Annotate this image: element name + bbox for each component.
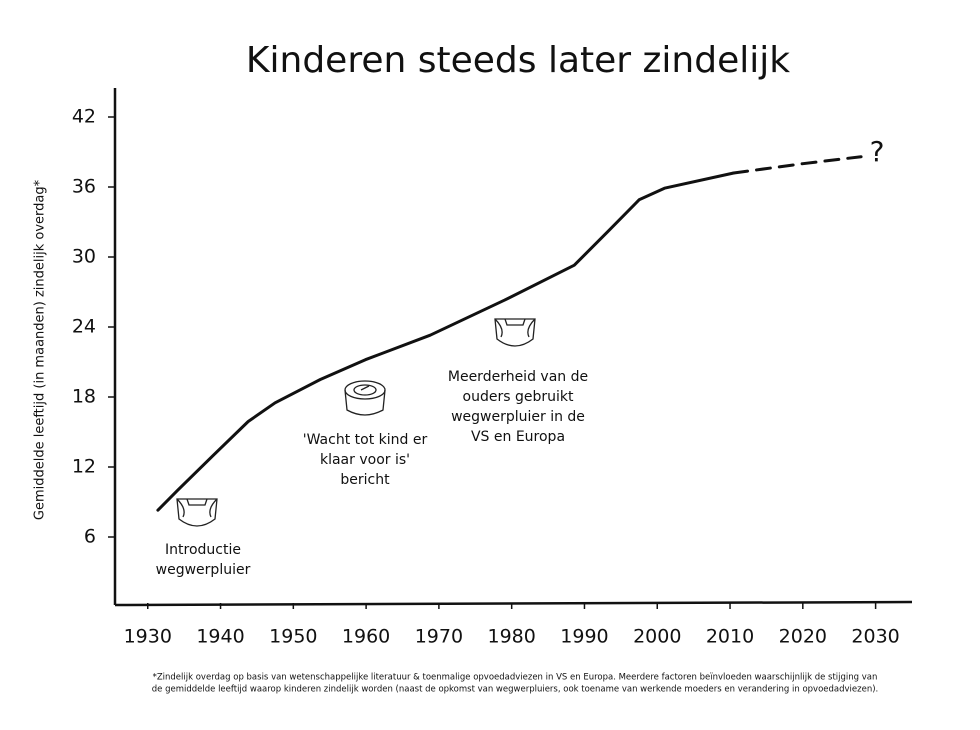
annotation: ouders gebruikt xyxy=(463,389,574,405)
y-tick-label: 30 xyxy=(72,246,96,268)
x-tick-label: 2000 xyxy=(633,626,681,648)
chart-title: Kinderen steeds later zindelijk xyxy=(246,40,790,81)
y-tick-label: 36 xyxy=(72,176,96,198)
x-tick-label: 1930 xyxy=(124,626,172,648)
annotation: bericht xyxy=(340,472,390,488)
x-tick-label: 1960 xyxy=(342,626,390,648)
y-axis-label: Gemiddelde leeftijd (in maanden) zindeli… xyxy=(33,179,48,520)
potty-icon xyxy=(344,380,386,416)
annotation: VS en Europa xyxy=(471,429,565,445)
y-tick-label: 12 xyxy=(72,456,96,478)
x-tick-label: 2020 xyxy=(779,626,827,648)
annotation: wegwerpluier in de xyxy=(451,409,585,425)
y-tick-label: 6 xyxy=(84,526,96,548)
annotation: Introductie xyxy=(165,542,241,558)
data-line xyxy=(732,155,863,175)
annotation: klaar voor is' xyxy=(320,452,410,468)
y-tick-label: 24 xyxy=(72,316,96,338)
footnote: *Zindelijk overdag op basis van wetensch… xyxy=(153,673,878,683)
footnote: de gemiddelde leeftijd waarop kinderen z… xyxy=(152,685,878,695)
y-tick-label: 18 xyxy=(72,386,96,408)
x-tick-label: 2030 xyxy=(851,626,899,648)
annotation: ? xyxy=(870,135,885,168)
x-tick-label: 1940 xyxy=(196,626,244,648)
y-tick-label: 42 xyxy=(72,106,96,128)
x-tick-label: 1950 xyxy=(269,626,317,648)
x-tick-label: 1990 xyxy=(560,626,608,648)
x-tick-label: 1980 xyxy=(488,626,536,648)
x-tick-label: 1970 xyxy=(415,626,463,648)
diaper-icon xyxy=(176,498,218,527)
x-tick-label: 2010 xyxy=(706,626,754,648)
x-axis xyxy=(114,600,913,607)
annotation: wegwerpluier xyxy=(156,562,251,578)
annotation: Meerderheid van de xyxy=(448,369,588,385)
diaper-icon xyxy=(494,318,536,347)
icons xyxy=(176,318,536,527)
annotation: 'Wacht tot kind er xyxy=(303,432,428,448)
data-line xyxy=(156,171,736,512)
